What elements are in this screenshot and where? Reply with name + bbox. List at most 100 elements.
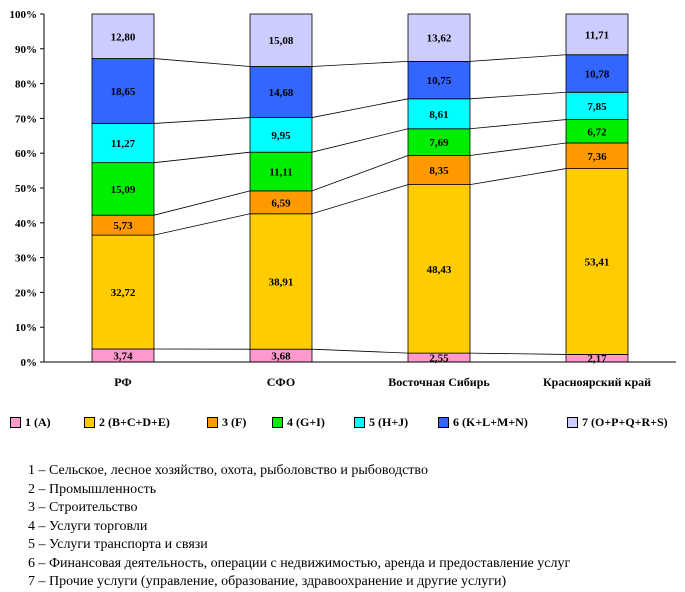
legend-label: 5 (H+J)	[369, 415, 409, 429]
legend-label: 6 (K+L+M+N)	[453, 415, 528, 429]
series-line	[469, 168, 567, 185]
legend-item: 6 (K+L+M+N)	[438, 415, 528, 430]
series-line	[311, 184, 409, 215]
legend-swatch	[84, 417, 95, 428]
series-line	[311, 128, 409, 153]
legend-label: 3 (F)	[222, 415, 247, 429]
category-label: СФО	[267, 375, 295, 389]
bar-segment	[249, 151, 313, 192]
stacked-bar-chart: 0% 10% 20% 30% 40% 50% 60% 70% 80% 90% 100% 3,74 32…	[10, 9, 676, 389]
data-labels: 3,74 32,72 5,73 15,09 11,27 18,65 12,80 3,68 38,…	[111, 29, 610, 365]
data-label: 8,35	[429, 165, 449, 177]
y-tick-label: 0%	[21, 357, 38, 369]
data-label: 7,85	[587, 101, 607, 113]
bar-segment	[407, 60, 471, 100]
y-tick-label: 60%	[15, 148, 37, 160]
series-line	[311, 98, 409, 118]
legend-item: 2 (B+C+D+E)	[84, 415, 170, 430]
legend-item: 7 (O+P+Q+R+S)	[567, 415, 668, 430]
data-label: 10,78	[585, 69, 610, 81]
bar-segment	[565, 13, 629, 56]
series-line	[153, 151, 251, 164]
legend-item: 1 (A)	[10, 415, 51, 430]
note-item: 1 – Сельское, лесное хозяйство, охота, р…	[28, 463, 428, 478]
legend-label: 4 (G+I)	[287, 415, 325, 429]
legend-swatch	[10, 417, 21, 428]
data-label: 48,43	[427, 264, 452, 276]
bar-segment	[565, 168, 629, 355]
legend: 1 (A) 2 (B+C+D+E) 3 (F) 4 (G+I) 5 (H+J) 6 (K+…	[10, 415, 682, 435]
note-item: 3 – Строительство	[28, 500, 138, 515]
legend-swatch	[354, 417, 365, 428]
series-line	[153, 190, 251, 216]
y-tick-label: 70%	[15, 113, 37, 125]
bar-segment	[249, 13, 313, 67]
bar-segment	[91, 58, 155, 124]
bar-segment	[407, 13, 471, 62]
category-labels: РФ СФО Восточная Сибирь Красноярский край	[114, 375, 651, 389]
note-item: 6 – Финансовая деятельность, операции с …	[28, 555, 571, 571]
note-item: 7 – Прочие услуги (управление, образован…	[28, 574, 507, 589]
bar-segment	[91, 162, 155, 216]
data-label: 15,08	[269, 35, 294, 47]
series-line	[469, 119, 567, 130]
bar-segment	[249, 66, 313, 118]
note-item: 4 – Услуги торговли	[28, 518, 148, 534]
series-line	[153, 213, 251, 236]
data-label: 8,61	[429, 109, 448, 121]
series-line	[469, 54, 567, 62]
y-tick-label: 40%	[15, 218, 37, 230]
data-label: 6,59	[271, 197, 291, 209]
data-label: 13,62	[427, 33, 452, 45]
data-label: 14,68	[269, 87, 294, 99]
legend-item: 4 (G+I)	[272, 415, 325, 430]
bar-segment	[565, 91, 629, 120]
category-label: РФ	[114, 375, 131, 389]
data-label: 3,68	[271, 351, 291, 363]
bar-segment	[91, 234, 155, 350]
bar-segment	[249, 117, 313, 153]
bar-segment	[91, 13, 155, 59]
data-label: 2,17	[587, 353, 607, 365]
data-label: 53,41	[585, 257, 610, 269]
bar-segment	[407, 184, 471, 354]
bar-segment	[91, 123, 155, 164]
notes-list: 1 – Сельское, лесное хозяйство, охота, р…	[28, 462, 678, 592]
legend-swatch	[438, 417, 449, 428]
legend-item: 5 (H+J)	[354, 415, 408, 430]
data-label: 2,55	[429, 353, 449, 365]
series-line	[153, 117, 251, 124]
data-label: 38,91	[269, 276, 294, 288]
series-line	[153, 58, 251, 67]
data-label: 6,72	[587, 126, 607, 138]
y-tick-label: 10%	[15, 322, 37, 334]
legend-item: 3 (F)	[207, 415, 246, 430]
note-item: 2 – Промышленность	[28, 481, 157, 497]
bar-segment	[565, 142, 629, 169]
data-label: 11,11	[269, 167, 293, 179]
legend-label: 2 (B+C+D+E)	[99, 415, 170, 429]
y-tick-label: 90%	[15, 44, 37, 56]
legend-swatch	[272, 417, 283, 428]
y-tick-label: 50%	[15, 183, 37, 195]
data-label: 15,09	[111, 184, 136, 196]
data-label: 5,73	[113, 220, 133, 232]
data-label: 3,74	[113, 350, 133, 362]
y-tick-label: 20%	[15, 287, 37, 299]
data-label: 11,27	[111, 138, 136, 150]
bar-segment	[565, 54, 629, 93]
series-connector-lines	[153, 54, 567, 355]
y-tick-label: 30%	[15, 253, 37, 265]
bar-segment	[407, 98, 471, 130]
data-label: 7,36	[587, 151, 607, 163]
data-label: 12,80	[111, 31, 136, 43]
legend-label: 1 (A)	[25, 415, 51, 429]
bar-segment	[407, 128, 471, 156]
category-label: Красноярский край	[543, 375, 651, 389]
legend-swatch	[567, 417, 578, 428]
series-line	[311, 155, 409, 192]
series-line	[311, 348, 409, 354]
note-item: 5 – Услуги транспорта и связи	[28, 537, 208, 552]
y-tick-label: 80%	[15, 79, 37, 91]
data-label: 32,72	[111, 287, 136, 299]
